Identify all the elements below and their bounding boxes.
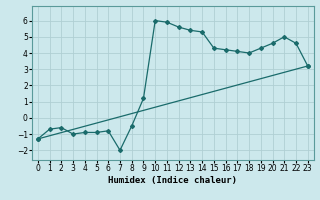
X-axis label: Humidex (Indice chaleur): Humidex (Indice chaleur): [108, 176, 237, 185]
